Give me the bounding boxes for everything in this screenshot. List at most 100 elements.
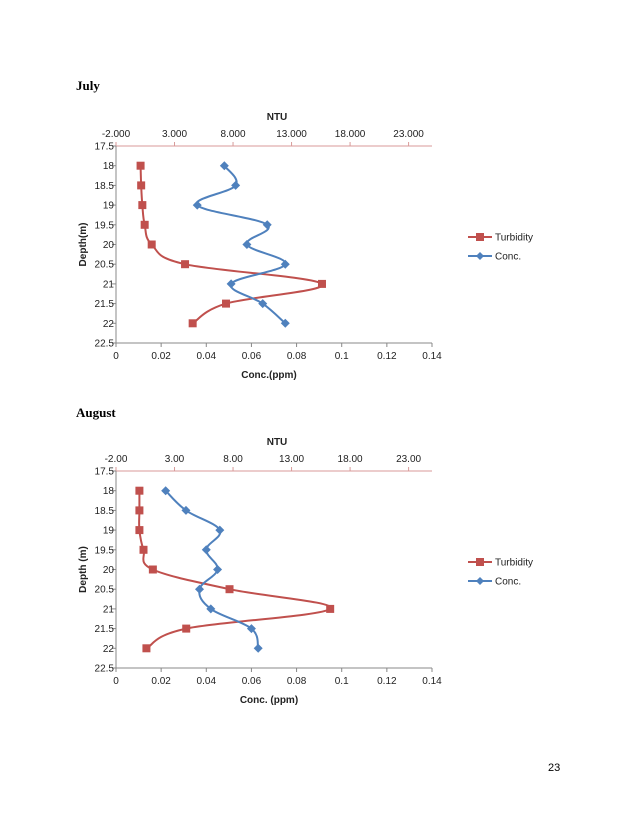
bottom-tick-label-5: 0.1 <box>335 676 349 687</box>
bottom-tick-label-4: 0.08 <box>287 351 307 362</box>
turbidity-point-7 <box>222 299 231 308</box>
turbidity-point-8 <box>188 319 197 328</box>
y-axis-title: Depth(m) <box>78 223 89 267</box>
conc-point-7 <box>246 624 256 634</box>
turbidity-point-6 <box>326 604 335 613</box>
turbidity-point-8 <box>142 644 151 653</box>
y-tick-label-5: 20 <box>103 240 115 251</box>
bottom-tick-label-0: 0 <box>113 351 119 362</box>
bottom-axis-title: Conc. (ppm) <box>240 695 298 706</box>
conc-point-8 <box>253 643 263 653</box>
y-tick-label-3: 19 <box>103 526 115 537</box>
legend-turbidity-label: Turbidity <box>495 233 533 244</box>
y-tick-label-6: 20.5 <box>95 585 115 596</box>
conc-point-7 <box>258 299 268 309</box>
bottom-tick-label-6: 0.12 <box>377 676 397 687</box>
turbidity-point-3 <box>140 220 149 229</box>
y-tick-label-8: 21.5 <box>95 624 115 635</box>
turbidity-point-6 <box>317 279 326 288</box>
turbidity-point-3 <box>139 545 148 554</box>
y-tick-label-1: 18 <box>103 486 115 497</box>
turbidity-point-4 <box>147 240 156 249</box>
y-tick-label-0: 17.5 <box>95 467 115 478</box>
y-tick-label-2: 18.5 <box>95 506 115 517</box>
conc-point-4 <box>213 565 223 574</box>
y-tick-label-10: 22.5 <box>95 664 115 675</box>
y-tick-label-8: 21.5 <box>95 299 115 310</box>
bottom-tick-label-4: 0.08 <box>287 676 307 687</box>
top-tick-label-1: 3.000 <box>162 129 187 140</box>
conc-point-6 <box>226 279 236 289</box>
legend-conc-marker <box>476 577 484 585</box>
turbidity-point-0 <box>136 161 145 170</box>
page-number: 23 <box>548 762 561 774</box>
turbidity-point-5 <box>225 585 234 594</box>
turbidity-point-4 <box>148 565 157 574</box>
conc-point-0 <box>161 486 171 496</box>
legend-turbidity-label: Turbidity <box>495 558 533 569</box>
conc-point-3 <box>201 545 211 555</box>
turbidity-point-1 <box>135 506 144 515</box>
bottom-tick-label-1: 0.02 <box>151 676 171 687</box>
top-tick-label-5: 23.000 <box>393 129 424 140</box>
bottom-tick-label-0: 0 <box>113 676 119 687</box>
bottom-tick-label-6: 0.12 <box>377 351 397 362</box>
bottom-tick-label-5: 0.1 <box>335 351 349 362</box>
turbidity-point-1 <box>137 181 146 190</box>
turbidity-series-line <box>138 490 332 650</box>
y-tick-label-4: 19.5 <box>95 545 115 556</box>
bottom-tick-label-2: 0.04 <box>197 351 217 362</box>
turbidity-point-2 <box>138 201 147 210</box>
y-tick-label-7: 21 <box>103 604 115 615</box>
top-tick-label-5: 23.00 <box>396 454 421 465</box>
conc-point-5 <box>195 584 205 594</box>
y-tick-label-9: 22 <box>103 644 115 655</box>
turbidity-point-0 <box>135 486 144 495</box>
conc-point-1 <box>231 180 241 190</box>
conc-point-5 <box>280 259 290 269</box>
bottom-tick-label-1: 0.02 <box>151 351 171 362</box>
conc-point-6 <box>206 604 216 614</box>
y-tick-label-0: 17.5 <box>95 142 115 153</box>
legend-turbidity-marker <box>476 233 484 241</box>
legend-conc-label: Conc. <box>495 252 521 263</box>
turbidity-point-5 <box>181 260 190 269</box>
conc-point-3 <box>262 220 272 230</box>
top-tick-label-3: 13.000 <box>276 129 307 140</box>
bottom-tick-label-2: 0.04 <box>197 676 217 687</box>
conc-point-8 <box>280 318 290 328</box>
y-tick-label-4: 19.5 <box>95 220 115 231</box>
y-tick-label-6: 20.5 <box>95 260 115 271</box>
top-tick-label-2: 8.000 <box>221 129 246 140</box>
july-heading: July <box>76 78 100 93</box>
august-depth-profile-chart: NTU -2.00 3.00 8.00 13.00 18.00 23.00 17.5 18 18.… <box>78 437 533 706</box>
top-tick-label-1: 3.00 <box>165 454 185 465</box>
y-tick-label-5: 20 <box>103 565 115 576</box>
conc-point-2 <box>215 525 225 535</box>
bottom-tick-label-3: 0.06 <box>242 351 262 362</box>
bottom-axis-title: Conc.(ppm) <box>241 370 297 381</box>
y-tick-label-2: 18.5 <box>95 181 115 192</box>
turbidity-point-2 <box>135 526 144 535</box>
bottom-tick-label-7: 0.14 <box>422 351 442 362</box>
top-tick-label-2: 8.00 <box>223 454 243 465</box>
top-tick-label-4: 18.00 <box>338 454 363 465</box>
y-tick-label-9: 22 <box>103 319 115 330</box>
y-tick-label-3: 19 <box>103 201 115 212</box>
conc-point-2 <box>192 200 202 210</box>
bottom-tick-label-7: 0.14 <box>422 676 442 687</box>
legend-conc-marker <box>476 252 484 260</box>
top-tick-label-0: -2.00 <box>105 454 128 465</box>
top-tick-label-3: 13.00 <box>279 454 304 465</box>
turbidity-series-line <box>139 165 324 325</box>
august-heading: August <box>76 405 116 420</box>
y-axis-title: Depth (m) <box>78 546 89 593</box>
july-depth-profile-chart: NTU -2.000 3.000 8.000 13.000 18.000 23.000 17.… <box>78 112 533 381</box>
turbidity-point-7 <box>182 624 191 633</box>
legend-conc-label: Conc. <box>495 577 521 588</box>
legend-turbidity-marker <box>476 558 484 566</box>
top-axis-title: NTU <box>267 112 288 123</box>
y-tick-label-7: 21 <box>103 279 115 290</box>
top-tick-label-4: 18.000 <box>335 129 366 140</box>
conc-point-0 <box>219 161 229 171</box>
